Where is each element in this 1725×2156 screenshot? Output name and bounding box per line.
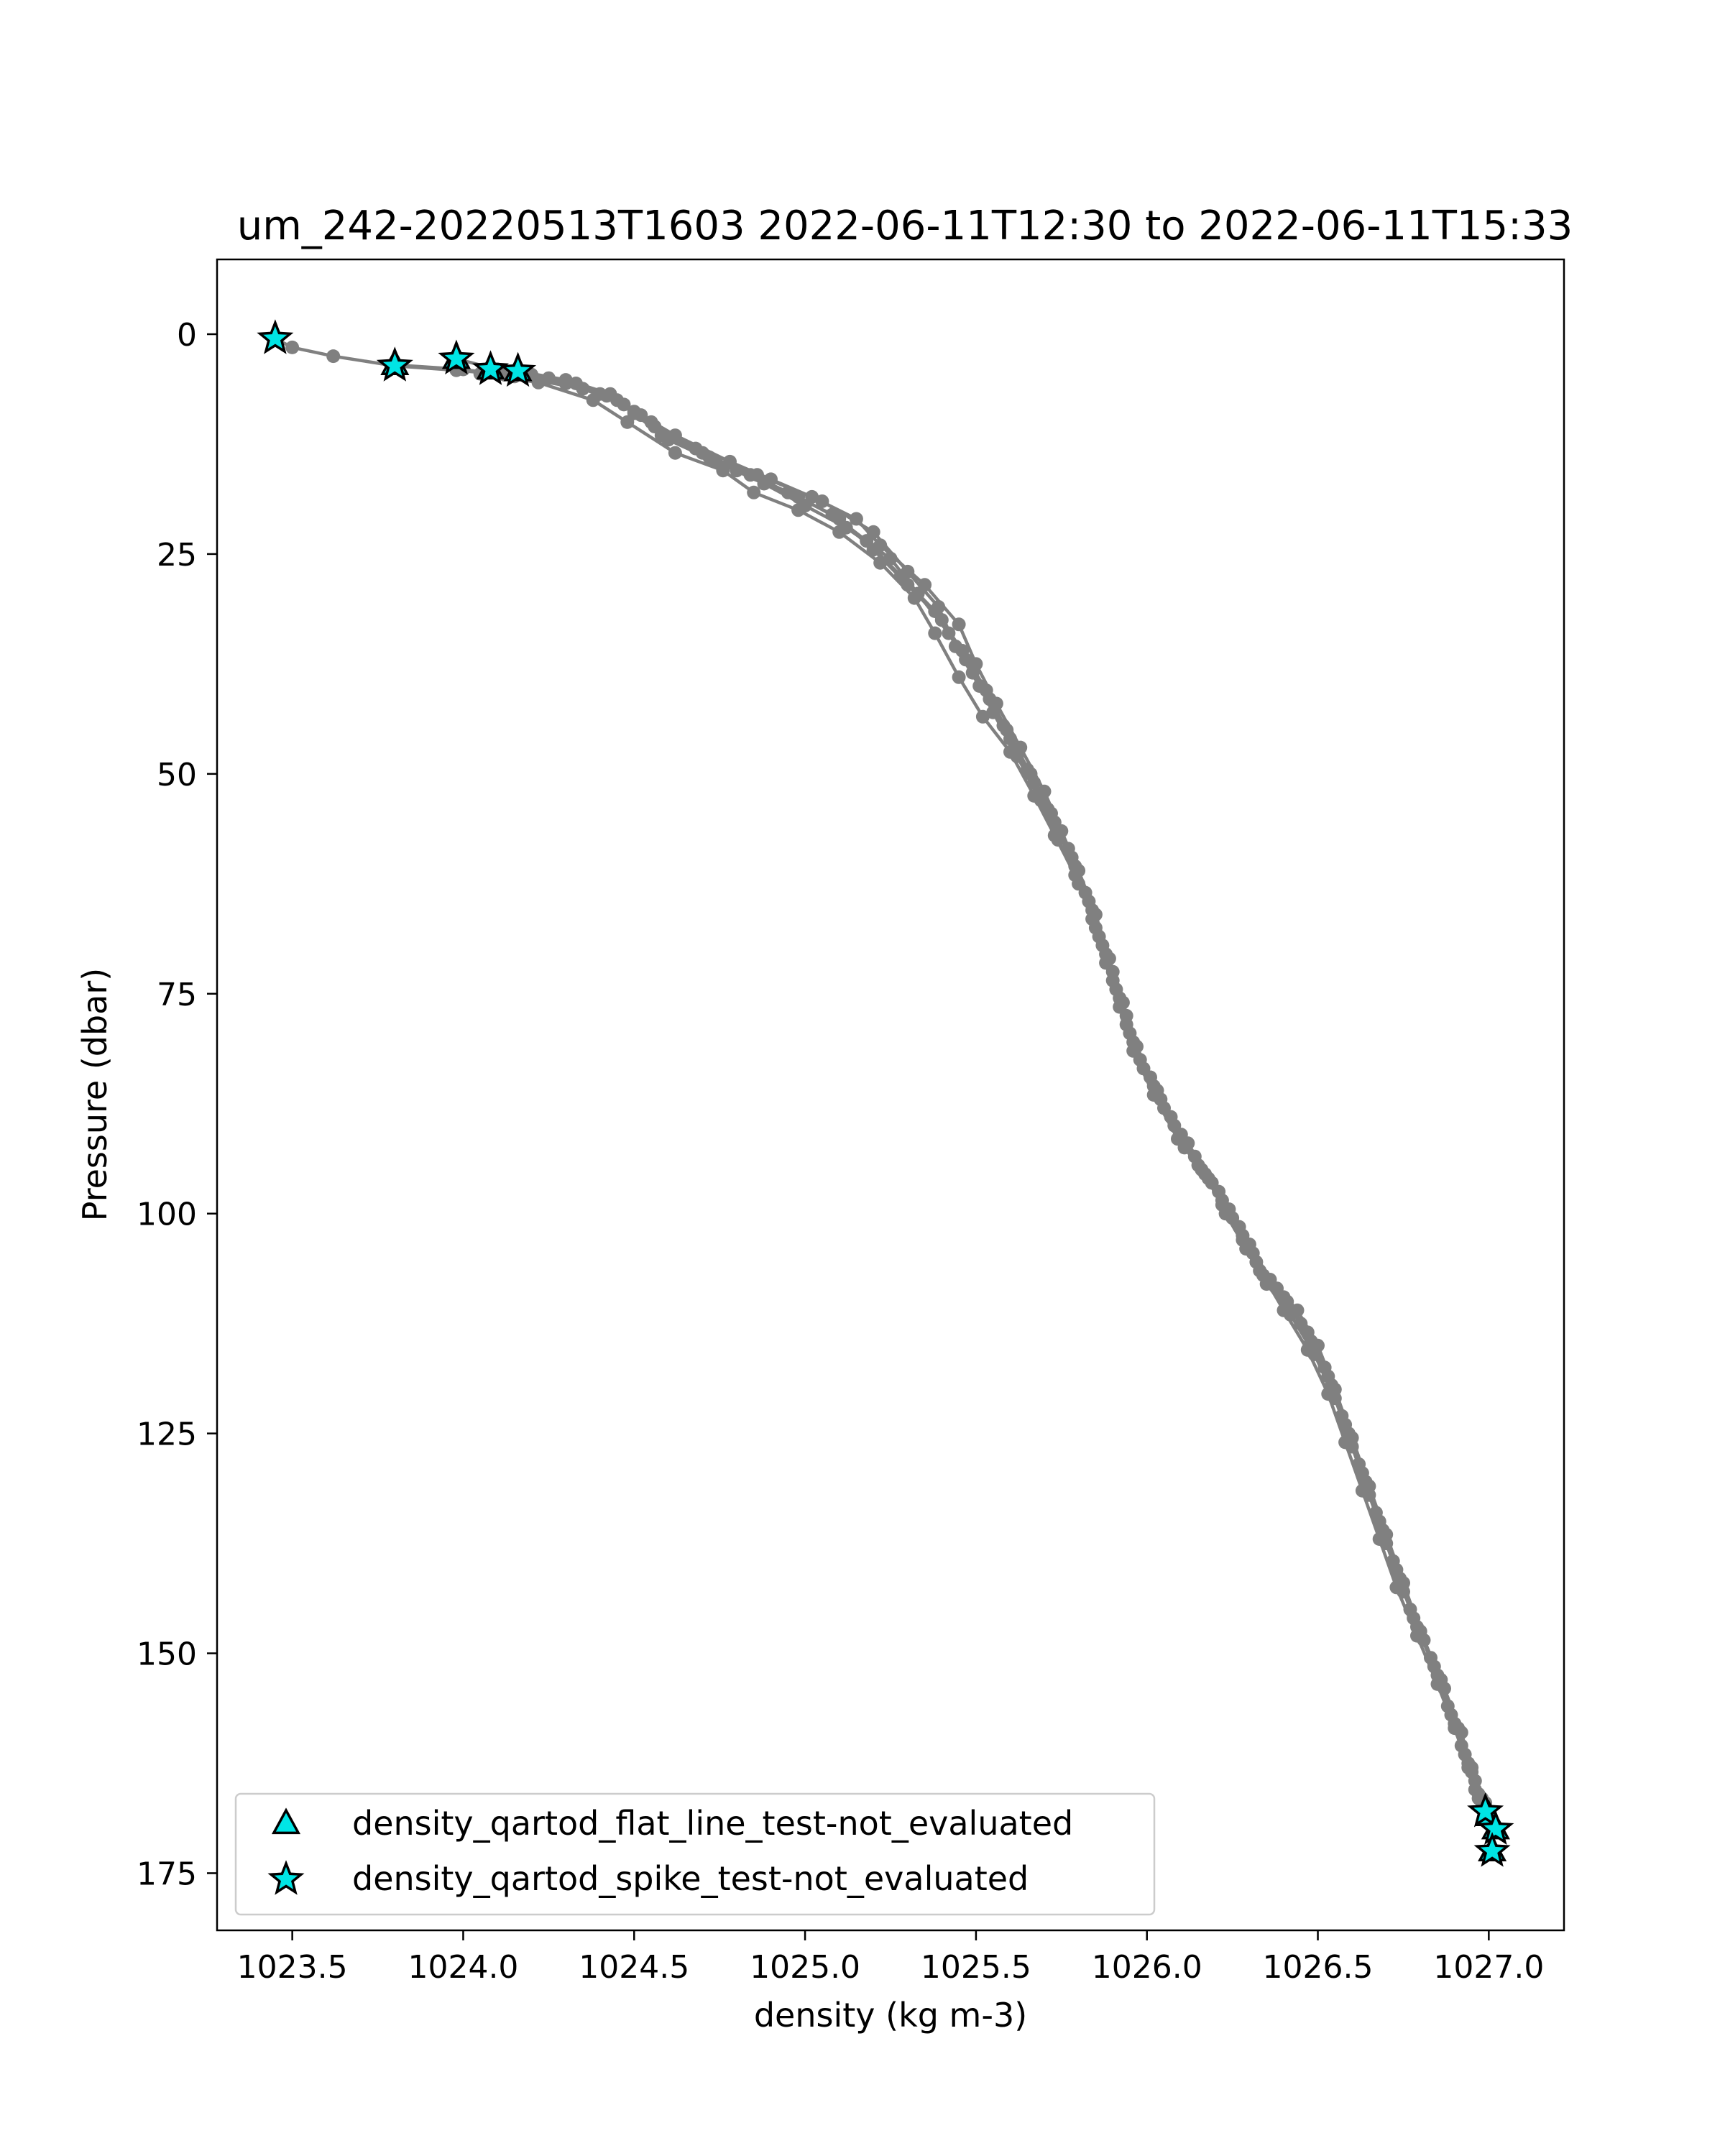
spike-test-marker (472, 350, 509, 385)
data-point (326, 349, 341, 364)
x-axis-label: density (kg m-3) (754, 1996, 1027, 2035)
data-point (1389, 1580, 1404, 1595)
x-tick-label: 1023.5 (237, 1949, 348, 1986)
data-point (1276, 1303, 1291, 1317)
y-tick-label: 125 (137, 1416, 197, 1453)
data-point (1146, 1088, 1161, 1102)
data-point (747, 485, 761, 499)
legend-label-spike: density_qartod_spike_test-not_evaluated (352, 1859, 1029, 1898)
data-point (866, 525, 880, 539)
data-point (702, 450, 717, 464)
x-tick-label: 1024.5 (579, 1949, 689, 1986)
y-axis-label: Pressure (dbar) (75, 968, 114, 1221)
data-point (948, 639, 962, 653)
data-point (1430, 1677, 1445, 1691)
x-tick-label: 1025.5 (921, 1949, 1031, 1986)
triangle-marker (271, 1807, 301, 1835)
legend: density_qartod_flat_line_test-not_evalua… (234, 1792, 1156, 1916)
data-point (620, 415, 635, 429)
data-point (1321, 1387, 1335, 1401)
data-point (1113, 1000, 1127, 1014)
data-point (1020, 763, 1034, 777)
data-point (750, 468, 764, 482)
data-point (586, 393, 600, 407)
data-point (975, 709, 990, 724)
data-point (1355, 1483, 1369, 1498)
data-point (901, 564, 915, 579)
spike-test-marker (438, 339, 475, 375)
y-tick-label: 0 (177, 317, 197, 354)
data-point (1171, 1132, 1184, 1146)
y-tick-label: 100 (137, 1197, 197, 1233)
legend-label-flat-line: density_qartod_flat_line_test-not_evalua… (352, 1804, 1073, 1843)
data-point (1215, 1198, 1229, 1212)
spike-test-marker (1473, 1832, 1511, 1867)
chart-title: um_242-20220513T1603 2022-06-11T12:30 to… (237, 203, 1573, 249)
data-point (1410, 1628, 1424, 1643)
data-point (1300, 1342, 1315, 1357)
data-point (1338, 1435, 1353, 1450)
y-tick-label: 175 (137, 1856, 197, 1892)
data-point (1099, 956, 1113, 970)
data-point (1126, 1044, 1141, 1058)
data-point (1372, 1532, 1386, 1546)
spike-test-marker (500, 351, 537, 387)
profile-line (479, 372, 1481, 1795)
x-tick-label: 1024.0 (408, 1949, 518, 1986)
data-point (531, 375, 546, 390)
data-point (654, 428, 668, 443)
data-point (558, 373, 573, 387)
x-tick-label: 1027.0 (1433, 1949, 1544, 1986)
data-point (1047, 829, 1062, 842)
profiles-layer (268, 331, 1503, 1858)
data-point (832, 525, 847, 539)
spike-test-marker (257, 319, 294, 354)
data-point (716, 464, 730, 478)
legend-star-marker (267, 1860, 305, 1895)
y-tick-label: 25 (157, 537, 197, 573)
data-point (1256, 1268, 1270, 1282)
data-point (952, 617, 966, 632)
data-point (996, 719, 1011, 733)
legend-triangle-marker (271, 1807, 301, 1835)
data-point (285, 340, 300, 354)
spike-test-marker (376, 346, 413, 382)
y-tick-label: 150 (137, 1636, 197, 1673)
data-point (603, 387, 617, 401)
y-axis-ticks: 0 25 50 75 100 125 150 175 (137, 317, 217, 1892)
data-point (791, 503, 806, 517)
star-marker (267, 1860, 305, 1895)
y-tick-label: 75 (157, 977, 197, 1013)
spike-test-marker (1477, 1810, 1514, 1846)
data-point (873, 556, 888, 570)
data-point (1085, 912, 1100, 926)
data-point (932, 599, 946, 614)
x-tick-label: 1026.0 (1092, 1949, 1202, 1986)
profile-5 (473, 367, 1486, 1801)
data-point (972, 679, 987, 693)
data-point (1195, 1163, 1209, 1176)
y-tick-label: 50 (157, 757, 197, 793)
data-point (907, 591, 921, 605)
data-point (815, 494, 829, 508)
data-point (1068, 868, 1082, 883)
legend-box (234, 1792, 1156, 1916)
data-point (1236, 1233, 1250, 1247)
data-point (1003, 745, 1017, 759)
data-point (1471, 1787, 1486, 1801)
data-point (1461, 1761, 1476, 1775)
data-point (1448, 1721, 1462, 1736)
spike-test-marker (1467, 1792, 1504, 1828)
data-point (668, 446, 682, 460)
flag-markers-layer (257, 319, 1514, 1867)
data-point (952, 670, 966, 684)
data-point (928, 626, 942, 640)
data-point (1027, 788, 1041, 803)
x-tick-label: 1025.0 (750, 1949, 860, 1986)
x-tick-label: 1026.5 (1263, 1949, 1374, 1986)
x-axis-ticks: 1023.5 1024.0 1024.5 1025.0 1025.5 1026.0 1026… (237, 1930, 1544, 1986)
plot-frame (216, 258, 1565, 1932)
